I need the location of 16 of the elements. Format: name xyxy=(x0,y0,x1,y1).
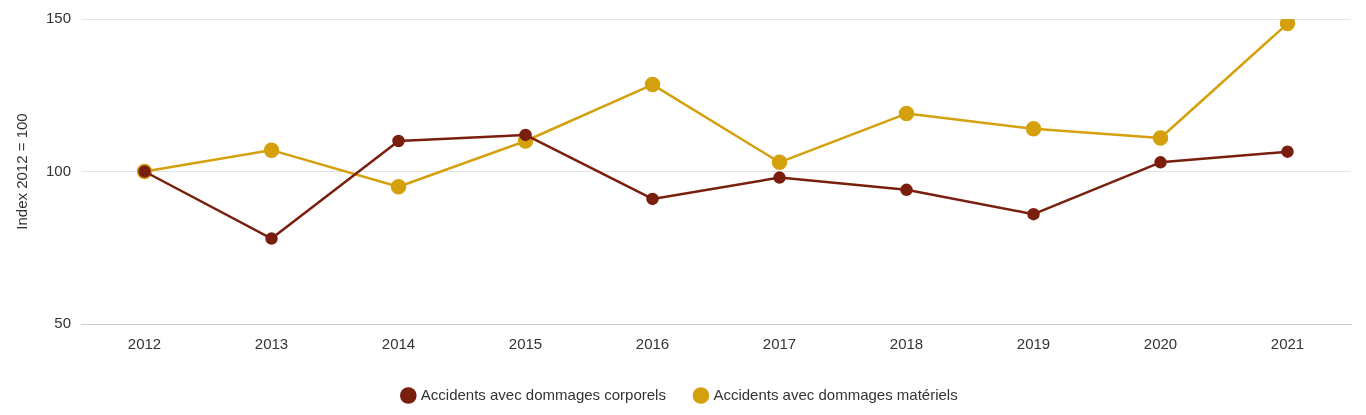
x-tick-label: 2017 xyxy=(762,335,797,353)
y-tick-label: 50 xyxy=(54,314,72,332)
x-tick-label: 2013 xyxy=(254,335,289,353)
x-tick-label: 2019 xyxy=(1016,335,1051,353)
x-tick-label: 2014 xyxy=(381,335,416,353)
y-tick-label: 100 xyxy=(46,161,72,179)
legend-label: Accidents avec dommages matériels xyxy=(713,385,958,403)
legend-label: Accidents avec dommages corporels xyxy=(420,385,666,403)
y-axis-title: Index 2012 = 100 xyxy=(13,113,31,230)
x-tick-label: 2021 xyxy=(1270,335,1305,353)
x-tick-label: 2018 xyxy=(889,335,924,353)
x-tick-label: 2012 xyxy=(127,335,162,353)
x-tick-label: 2016 xyxy=(635,335,670,353)
y-tick-label: 150 xyxy=(46,9,72,27)
x-tick-label: 2020 xyxy=(1143,335,1178,353)
x-tick-label: 2015 xyxy=(508,335,543,353)
